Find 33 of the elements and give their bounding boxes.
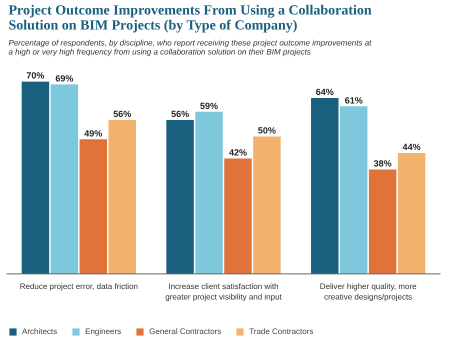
data-label: 64% [316, 87, 334, 98]
data-label: 61% [344, 95, 363, 106]
bar [22, 82, 50, 274]
legend-label: Engineers [85, 327, 122, 336]
x-tick-label: Increase client satisfaction with greater project visibility and input [165, 282, 283, 302]
bar [368, 169, 396, 274]
data-label: 50% [258, 126, 276, 136]
legend-label: Trade Contractors [249, 327, 314, 336]
bar [166, 120, 194, 274]
data-label: 56% [171, 109, 190, 120]
data-label: 49% [84, 128, 102, 138]
data-label: 59% [200, 100, 218, 111]
bar [80, 139, 108, 274]
data-label: 42% [228, 148, 247, 158]
data-label: 38% [374, 158, 392, 168]
bar [108, 120, 136, 274]
x-tick-label: Deliver higher quality, more creative designs/projects [320, 282, 418, 302]
bar [50, 84, 78, 274]
data-label: 44% [402, 142, 421, 152]
data-label: 56% [113, 109, 132, 120]
bar [311, 98, 339, 274]
bar [195, 112, 223, 274]
chart-title: Project Outcome Improvements From Using a Collaboration Solution on BIM Projects (by Type of Company) [8, 4, 372, 34]
data-label: 70% [26, 70, 44, 81]
legend-label: General Contractors [149, 327, 222, 336]
bar [224, 158, 252, 274]
data-label: 69% [55, 73, 74, 84]
bar [253, 136, 281, 274]
x-tick-label: Reduce project error, data friction [20, 282, 138, 291]
legend-label: Architects [22, 327, 58, 336]
bar [398, 153, 426, 274]
bar [340, 106, 368, 274]
chart-subtitle: Percentage of respondents, by discipline, who report receiving these project outcome improvements at a high or very high frequency from using a collaboration solution on their BIM projects [8, 38, 372, 56]
